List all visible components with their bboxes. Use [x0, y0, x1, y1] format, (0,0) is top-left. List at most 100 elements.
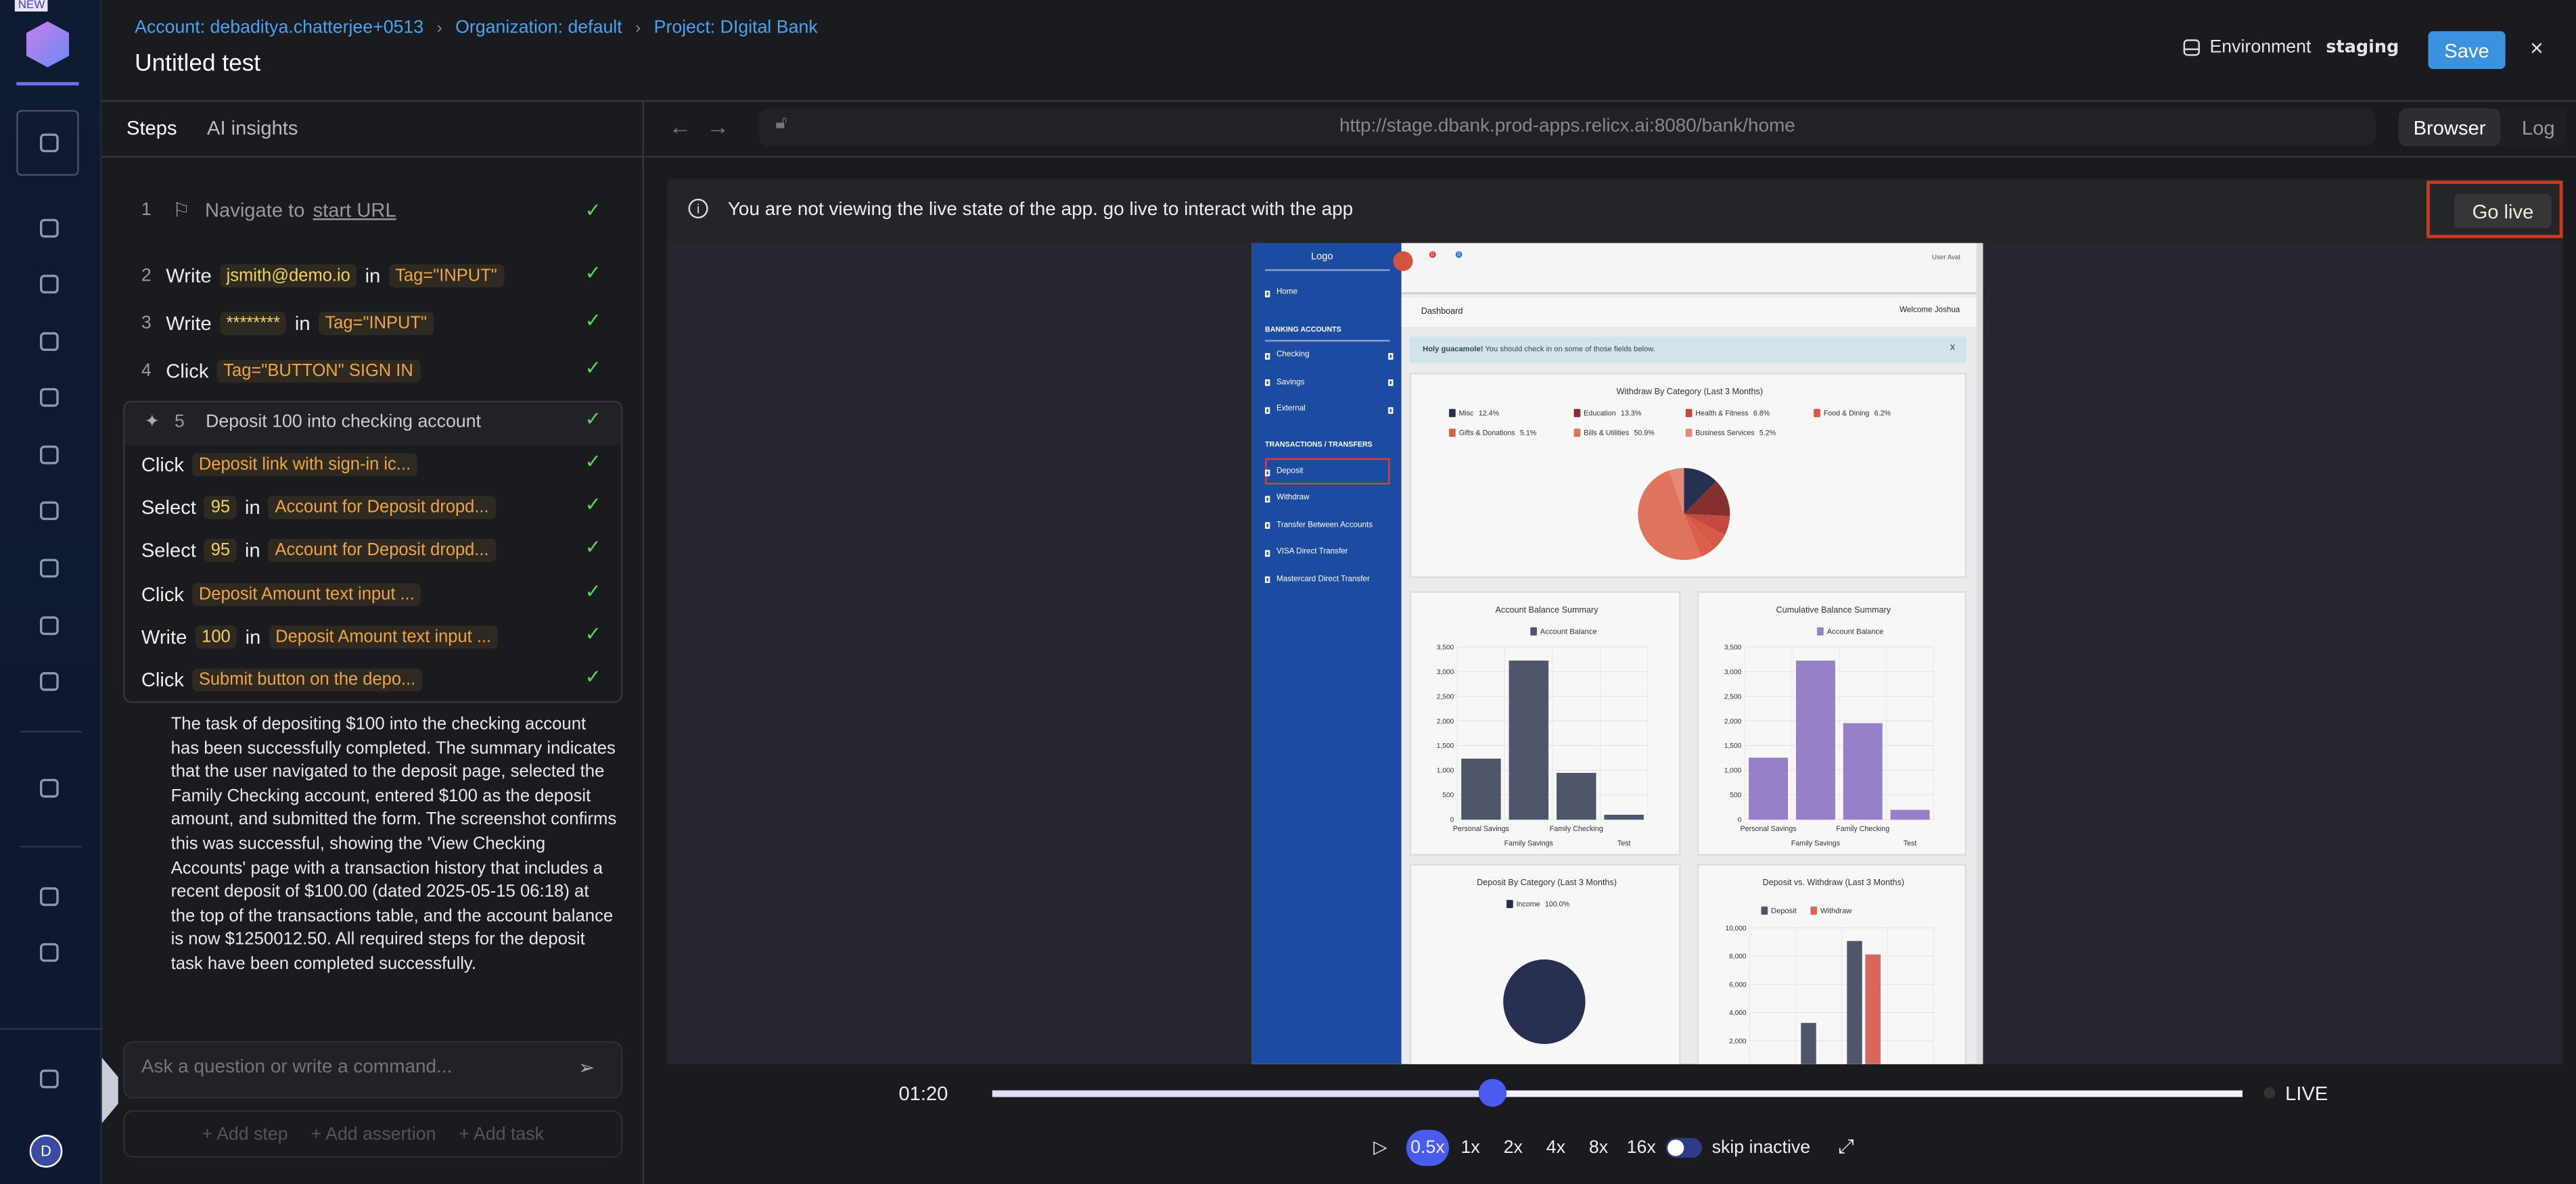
- tab-browser[interactable]: Browser: [2398, 108, 2501, 147]
- send-icon[interactable]: ➢: [578, 1056, 595, 1079]
- breadcrumb-project[interactable]: Project: DIgital Bank: [653, 18, 818, 38]
- nav-cube-button[interactable]: [16, 110, 79, 176]
- deposit-vs-withdraw-bar-chart: Deposit vs. Withdraw (Last 3 Months) Depo…: [1725, 878, 1934, 1064]
- close-button[interactable]: ×: [2530, 34, 2544, 61]
- add-assertion-button[interactable]: + Add assertion: [310, 1124, 436, 1144]
- page-title[interactable]: Untitled test: [135, 51, 261, 78]
- pie-slice: [1684, 481, 1730, 517]
- tab-log[interactable]: Log: [2521, 116, 2555, 140]
- speed-option[interactable]: 2x: [1503, 1138, 1523, 1158]
- shield-icon[interactable]: [31, 550, 67, 586]
- add-task-button[interactable]: + Add task: [459, 1124, 545, 1144]
- skip-inactive-toggle[interactable]: [1665, 1138, 1703, 1158]
- help-chat-icon[interactable]: [31, 1061, 67, 1097]
- legend-label: Deposit: [1771, 907, 1797, 915]
- task-title-row[interactable]: ✦ 5 Deposit 100 into checking account: [145, 410, 481, 431]
- speed-option[interactable]: 16x: [1626, 1138, 1656, 1158]
- go-live-button[interactable]: Go live: [2454, 193, 2552, 229]
- command-input-field[interactable]: [141, 1058, 569, 1078]
- timeline-track[interactable]: [992, 1079, 2243, 1107]
- cube-icon[interactable]: [31, 125, 67, 161]
- columns-icon[interactable]: [31, 379, 67, 415]
- cumulative-balance-bar-chart: Cumulative Balance Summary Account Balanc…: [1724, 605, 1934, 848]
- x-tick-label: Test: [1904, 840, 1917, 848]
- step-1[interactable]: 1 ⚐ Navigate to start URL: [141, 199, 396, 222]
- y-tick-label: 1,000: [1437, 767, 1454, 775]
- grid-icon[interactable]: [31, 323, 67, 359]
- logo-icon[interactable]: [26, 21, 70, 68]
- bank-nav-account[interactable]: Checking: [1265, 352, 1394, 360]
- tab-steps[interactable]: Steps: [127, 116, 177, 140]
- breadcrumb-account[interactable]: Account: debaditya.chatterjee+0513: [135, 18, 424, 38]
- avatar[interactable]: D: [29, 1135, 63, 1168]
- step-target: Tag="INPUT": [318, 312, 434, 335]
- substep[interactable]: Click Deposit Amount text input ...: [141, 582, 421, 606]
- speed-option[interactable]: 1x: [1460, 1138, 1480, 1158]
- message-badge[interactable]: 0: [1455, 251, 1463, 258]
- pie-slice: [1684, 514, 1725, 549]
- step-3[interactable]: 3 Write ******** in Tag="INPUT": [141, 312, 434, 335]
- sitemap-gear-icon[interactable]: [31, 934, 67, 970]
- shield-link-icon[interactable]: [31, 663, 67, 699]
- timeline-thumb[interactable]: [1479, 1079, 1507, 1107]
- add-step-button[interactable]: + Add step: [202, 1124, 288, 1144]
- breadcrumb-organization[interactable]: Organization: default: [455, 18, 622, 38]
- user-avatar[interactable]: User Avat: [1932, 253, 1961, 262]
- notification-badge[interactable]: 0: [1429, 251, 1436, 258]
- legend-swatch: [1573, 428, 1581, 437]
- bank-nav-account[interactable]: External: [1265, 406, 1394, 414]
- home-icon[interactable]: [31, 210, 67, 246]
- substep[interactable]: Select 95 in Account for Deposit dropd...: [141, 539, 496, 563]
- list-check-icon[interactable]: [31, 437, 67, 473]
- scrollbar[interactable]: [1976, 243, 1983, 1064]
- gear-icon[interactable]: [31, 493, 67, 529]
- layers-gear-icon[interactable]: [31, 878, 67, 914]
- substep[interactable]: Click Deposit link with sign-in ic...: [141, 453, 417, 477]
- flask-icon[interactable]: [31, 266, 67, 302]
- command-input[interactable]: ➢: [123, 1041, 623, 1099]
- step-target: Account for Deposit dropd...: [268, 496, 496, 519]
- bank-nav-transfer[interactable]: Transfer Between Accounts: [1265, 522, 1373, 530]
- y-tick-label: 0: [1738, 817, 1742, 824]
- step-2[interactable]: 2 Write jsmith@demo.io in Tag="INPUT": [141, 264, 504, 288]
- bar: [1890, 809, 1930, 820]
- step-4[interactable]: 4 Click Tag="BUTTON" SIGN IN: [141, 359, 420, 383]
- bank-nav-home[interactable]: Home: [1265, 289, 1297, 298]
- bank-nav-transfer[interactable]: Mastercard Direct Transfer: [1265, 575, 1370, 584]
- slack-icon[interactable]: [31, 608, 67, 644]
- speed-option[interactable]: 8x: [1588, 1138, 1609, 1158]
- legend-swatch: [1685, 428, 1693, 437]
- back-arrow-icon[interactable]: ←: [668, 113, 692, 140]
- info-icon: i: [688, 198, 708, 219]
- environment-value: staging: [2326, 37, 2399, 58]
- step-target: Account for Deposit dropd...: [268, 539, 496, 563]
- bank-nav-transfer[interactable]: Withdraw: [1265, 495, 1310, 503]
- bank-nav-account[interactable]: Savings: [1265, 379, 1394, 387]
- settings-icon[interactable]: [31, 770, 67, 806]
- toggle-menu-button[interactable]: [1393, 251, 1413, 271]
- legend-swatch: [1449, 428, 1456, 437]
- bank-nav-transfer[interactable]: VISA Direct Transfer: [1265, 549, 1348, 557]
- alert-close-button[interactable]: x: [1950, 343, 1956, 354]
- fullscreen-icon[interactable]: ⤢: [1838, 1135, 1854, 1158]
- substep[interactable]: Select 95 in Account for Deposit dropd...: [141, 496, 496, 519]
- substep[interactable]: Write 100 in Deposit Amount text input ...: [141, 625, 498, 648]
- start-url-link[interactable]: start URL: [313, 198, 396, 222]
- play-icon[interactable]: ▷: [1373, 1138, 1387, 1158]
- legend-label: Misc: [1459, 409, 1475, 417]
- view-toggle: Browser Log: [2398, 108, 2567, 147]
- speed-option[interactable]: 4x: [1546, 1138, 1566, 1158]
- bank-nav-transfer[interactable]: Deposit: [1265, 468, 1304, 476]
- speed-option[interactable]: 0.5x: [1406, 1129, 1450, 1166]
- step-action: Write: [141, 625, 187, 648]
- save-button[interactable]: Save: [2428, 31, 2506, 70]
- live-indicator[interactable]: LIVE: [2285, 1082, 2328, 1106]
- environment-selector[interactable]: Environment staging: [2182, 38, 2399, 57]
- substep[interactable]: Click Submit button on the depo...: [141, 668, 422, 692]
- y-tick-label: 1,500: [1437, 742, 1454, 750]
- task-header[interactable]: [124, 402, 622, 446]
- tab-ai-insights[interactable]: AI insights: [207, 116, 298, 140]
- forward-arrow-icon[interactable]: →: [706, 113, 730, 140]
- url-bar[interactable]: 🔓︎ http://stage.dbank.prod-apps.relicx.a…: [759, 108, 2376, 147]
- task-group: [123, 400, 623, 703]
